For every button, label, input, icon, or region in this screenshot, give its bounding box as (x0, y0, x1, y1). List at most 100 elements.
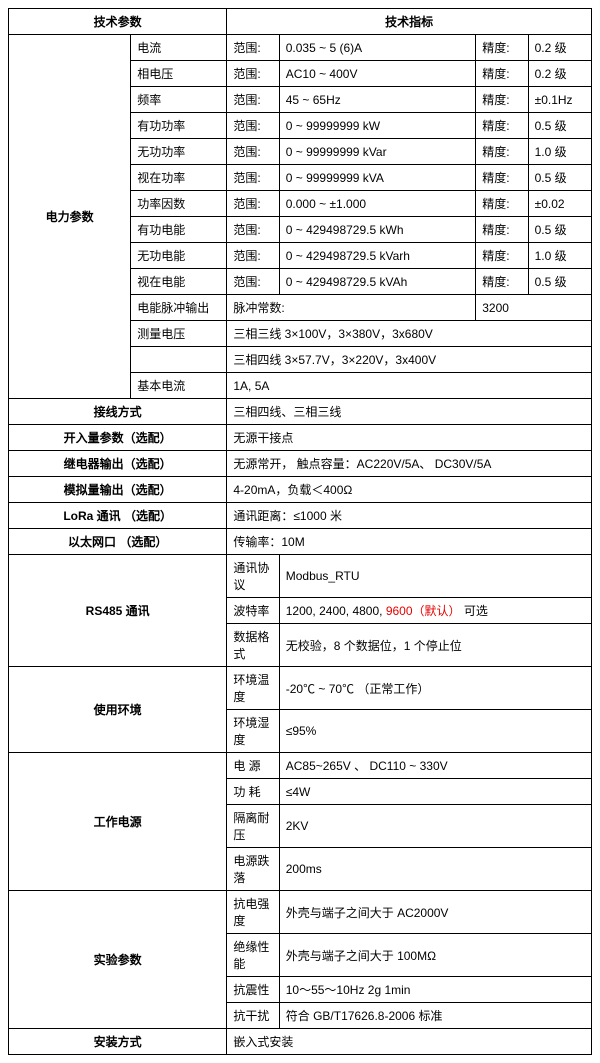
param-name: 抗干扰 (227, 1003, 279, 1029)
range-label: 范围: (227, 61, 279, 87)
blank-cell (131, 347, 227, 373)
prec-value: ±0.1Hz (528, 87, 591, 113)
param-name: 隔离耐压 (227, 805, 279, 848)
param-name: 有功功率 (131, 113, 227, 139)
range-value: 0 ~ 99999999 kVar (279, 139, 476, 165)
eth-value: 传输率：10M (227, 529, 592, 555)
param-name: 频率 (131, 87, 227, 113)
range-label: 范围: (227, 113, 279, 139)
wiring-value: 三相四线、三相三线 (227, 399, 592, 425)
range-value: 45 ~ 65Hz (279, 87, 476, 113)
table-row: 开入量参数（选配） 无源干接点 (9, 425, 592, 451)
psu-label: 工作电源 (9, 753, 227, 891)
prec-value: 0.5 级 (528, 113, 591, 139)
table-row: LoRa 通讯 （选配） 通讯距离：≤1000 米 (9, 503, 592, 529)
range-value: AC10 ~ 400V (279, 61, 476, 87)
test-e-value: 符合 GB/T17626.8-2006 标准 (279, 1003, 591, 1029)
prec-value: 1.0 级 (528, 139, 591, 165)
range-label: 范围: (227, 87, 279, 113)
prec-label: 精度: (476, 113, 528, 139)
range-label: 范围: (227, 269, 279, 295)
pulse-label: 脉冲常数: (227, 295, 476, 321)
prec-label: 精度: (476, 191, 528, 217)
table-row: 实验参数 抗电强度 外壳与端子之间大于 AC2000V (9, 891, 592, 934)
format-value: 无校验，8 个数据位，1 个停止位 (279, 624, 591, 667)
test-v-value: 10～55～10Hz 2g 1min (279, 977, 591, 1003)
test-i-value: 外壳与端子之间大于 100MΩ (279, 934, 591, 977)
measure-line2: 三相四线 3×57.7V，3×220V，3x400V (227, 347, 592, 373)
rs485-label: RS485 通讯 (9, 555, 227, 667)
basei-value: 1A, 5A (227, 373, 592, 399)
table-row: 继电器输出（选配） 无源常开， 触点容量：AC220V/5A、 DC30V/5A (9, 451, 592, 477)
range-label: 范围: (227, 165, 279, 191)
psu-p-value: ≤4W (279, 779, 591, 805)
range-value: 0.035 ~ 5 (6)A (279, 35, 476, 61)
param-name: 数据格式 (227, 624, 279, 667)
prec-label: 精度: (476, 139, 528, 165)
eth-label: 以太网口 （选配） (9, 529, 227, 555)
table-row: 使用环境 环境温度 -20℃ ~ 70℃ （正常工作） (9, 667, 592, 710)
baud-pre: 1200, 2400, 4800, (286, 604, 386, 618)
baud-value: 1200, 2400, 4800, 9600（默认） 可选 (279, 598, 591, 624)
table-row: 安装方式 嵌入式安装 (9, 1029, 592, 1055)
range-value: 0 ~ 429498729.5 kWh (279, 217, 476, 243)
range-value: 0 ~ 99999999 kW (279, 113, 476, 139)
param-name: 环境温度 (227, 667, 279, 710)
power-label: 电力参数 (9, 35, 131, 399)
prec-value: 0.5 级 (528, 165, 591, 191)
table-row: 电力参数 电流 范围: 0.035 ~ 5 (6)A 精度: 0.2 级 (9, 35, 592, 61)
lora-value: 通讯距离：≤1000 米 (227, 503, 592, 529)
prec-label: 精度: (476, 35, 528, 61)
param-name: 有功电能 (131, 217, 227, 243)
prec-label: 精度: (476, 165, 528, 191)
prec-value: ±0.02 (528, 191, 591, 217)
range-value: 0 ~ 429498729.5 kVarh (279, 243, 476, 269)
param-name: 相电压 (131, 61, 227, 87)
baud-default: 9600（默认） (386, 604, 461, 618)
param-name: 基本电流 (131, 373, 227, 399)
param-name: 电 源 (227, 753, 279, 779)
test-label: 实验参数 (9, 891, 227, 1029)
param-name: 通讯协议 (227, 555, 279, 598)
header-col2: 技术指标 (227, 9, 592, 35)
psu-v-value: AC85~265V 、 DC110 ~ 330V (279, 753, 591, 779)
di-value: 无源干接点 (227, 425, 592, 451)
range-label: 范围: (227, 243, 279, 269)
range-label: 范围: (227, 35, 279, 61)
param-name: 绝缘性能 (227, 934, 279, 977)
table-row: 接线方式 三相四线、三相三线 (9, 399, 592, 425)
table-row: RS485 通讯 通讯协议 Modbus_RTU (9, 555, 592, 598)
param-name: 电流 (131, 35, 227, 61)
range-value: 0 ~ 429498729.5 kVAh (279, 269, 476, 295)
wiring-label: 接线方式 (9, 399, 227, 425)
prec-label: 精度: (476, 87, 528, 113)
prec-value: 0.5 级 (528, 269, 591, 295)
param-name: 功率因数 (131, 191, 227, 217)
prec-label: 精度: (476, 269, 528, 295)
param-name: 电源跌落 (227, 848, 279, 891)
mount-value: 嵌入式安装 (227, 1029, 592, 1055)
analog-label: 模拟量输出（选配） (9, 477, 227, 503)
range-label: 范围: (227, 217, 279, 243)
measure-line1: 三相三线 3×100V，3×380V，3x680V (227, 321, 592, 347)
di-label: 开入量参数（选配） (9, 425, 227, 451)
prec-value: 1.0 级 (528, 243, 591, 269)
test-d-value: 外壳与端子之间大于 AC2000V (279, 891, 591, 934)
prec-value: 0.5 级 (528, 217, 591, 243)
param-name: 视在电能 (131, 269, 227, 295)
baud-post: 可选 (461, 604, 488, 618)
mount-label: 安装方式 (9, 1029, 227, 1055)
prec-label: 精度: (476, 61, 528, 87)
header-col1: 技术参数 (9, 9, 227, 35)
table-row: 工作电源 电 源 AC85~265V 、 DC110 ~ 330V (9, 753, 592, 779)
param-name: 测量电压 (131, 321, 227, 347)
table-row: 以太网口 （选配） 传输率：10M (9, 529, 592, 555)
psu-dip-value: 200ms (279, 848, 591, 891)
prec-value: 0.2 级 (528, 35, 591, 61)
spec-table: 技术参数 技术指标 电力参数 电流 范围: 0.035 ~ 5 (6)A 精度:… (8, 8, 592, 1055)
relay-label: 继电器输出（选配） (9, 451, 227, 477)
lora-label: LoRa 通讯 （选配） (9, 503, 227, 529)
range-label: 范围: (227, 139, 279, 165)
header-row: 技术参数 技术指标 (9, 9, 592, 35)
analog-value: 4-20mA，负载＜400Ω (227, 477, 592, 503)
